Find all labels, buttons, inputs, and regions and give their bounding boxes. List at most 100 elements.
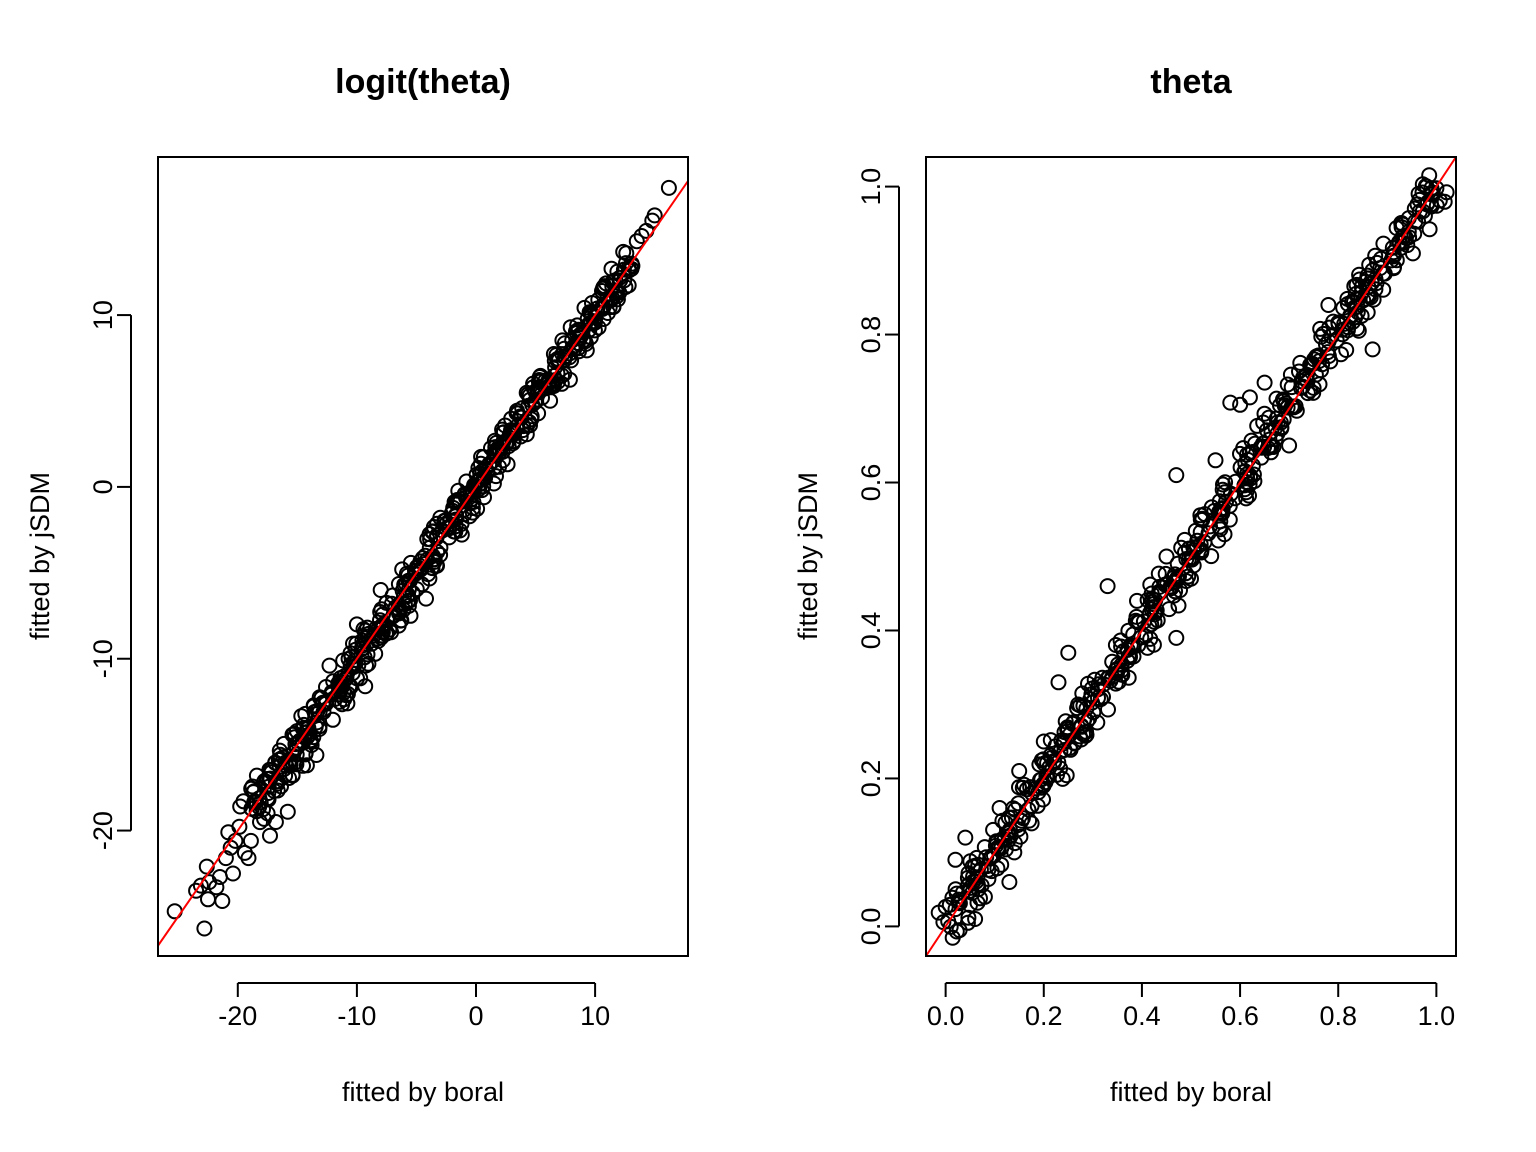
scatter-point bbox=[1241, 389, 1258, 406]
scatter-point bbox=[1035, 733, 1052, 750]
scatter-point bbox=[1170, 597, 1187, 614]
scatter-point bbox=[1207, 452, 1224, 469]
scatter-point bbox=[1350, 290, 1367, 307]
scatter-point bbox=[1011, 763, 1028, 779]
scatter-point bbox=[628, 233, 645, 250]
scatter-point bbox=[1312, 320, 1329, 337]
scatter-point bbox=[948, 885, 965, 902]
scatter-point bbox=[1222, 394, 1239, 411]
plot-title: theta bbox=[1150, 63, 1232, 101]
scatter-point bbox=[1281, 437, 1298, 454]
scatter-point bbox=[200, 891, 216, 908]
scatter-point bbox=[967, 911, 984, 927]
scatter-point bbox=[308, 747, 325, 763]
scatter-point bbox=[348, 616, 365, 633]
x-axis-label: fitted by boral bbox=[342, 1077, 504, 1107]
scatter-point bbox=[1050, 674, 1067, 691]
scatter-point bbox=[419, 551, 436, 568]
scatter-point bbox=[1364, 341, 1381, 358]
scatter-point bbox=[240, 850, 257, 867]
panel-logit-theta: logit(theta) -20 -10 0 10 -20 -10 0 10 fitted b… bbox=[25, 63, 689, 1107]
scatter-point bbox=[394, 561, 411, 578]
scatter-point bbox=[196, 920, 213, 937]
y-axis-label: fitted by jSDM bbox=[25, 472, 55, 640]
scatter-point bbox=[947, 851, 964, 868]
scatter-point bbox=[1291, 363, 1307, 380]
scatter-point bbox=[1214, 500, 1231, 517]
scatter-point bbox=[941, 896, 958, 913]
y-tick-label: 0.0 bbox=[856, 908, 886, 946]
y-tick-label: -10 bbox=[88, 639, 118, 678]
scatter-point bbox=[1060, 644, 1077, 661]
scatter-point bbox=[603, 260, 620, 277]
scatter-point bbox=[269, 782, 286, 799]
scatter-point bbox=[188, 882, 205, 899]
scatter-point bbox=[225, 865, 241, 882]
scatter-point bbox=[957, 829, 974, 846]
scatter-point bbox=[561, 371, 578, 388]
scatter-point bbox=[1057, 713, 1074, 730]
scatter-point bbox=[1124, 637, 1141, 654]
scatter-point bbox=[1338, 342, 1355, 358]
scatter-point bbox=[1168, 467, 1185, 484]
scatter-point bbox=[1145, 636, 1162, 653]
scatter-point bbox=[1070, 696, 1087, 713]
scatter-point bbox=[1129, 592, 1145, 609]
scatter-point bbox=[1192, 511, 1209, 528]
x-tick-label: 0.8 bbox=[1319, 1001, 1357, 1031]
scatter-point bbox=[418, 590, 434, 607]
scatter-point bbox=[1221, 511, 1238, 528]
scatter-point bbox=[373, 619, 390, 636]
scatter-point bbox=[996, 831, 1013, 848]
panel-theta: theta 0.0 0.2 0.4 0.6 0.8 1.0 0.0 0.2 0.4 0.6 0.8 1… bbox=[793, 63, 1457, 1107]
scatter-point bbox=[1396, 228, 1413, 244]
y-tick-label: 0.2 bbox=[856, 760, 886, 798]
scatter-point bbox=[1217, 474, 1234, 491]
scatter-point bbox=[553, 375, 570, 392]
scatter-point bbox=[1421, 167, 1438, 184]
scatter-point bbox=[1141, 605, 1158, 622]
scatter-point bbox=[1279, 376, 1296, 393]
scatter-point bbox=[324, 711, 341, 728]
scatter-point bbox=[1033, 771, 1050, 788]
scatter-point bbox=[259, 805, 276, 822]
scatter-point bbox=[470, 460, 487, 476]
scatter-point bbox=[633, 228, 650, 244]
reference-line bbox=[158, 180, 688, 947]
scatter-point bbox=[624, 257, 641, 274]
y-axis-label: fitted by jSDM bbox=[793, 472, 823, 640]
scatter-point bbox=[358, 657, 374, 674]
scatter-point bbox=[284, 767, 301, 784]
x-axis-label: fitted by boral bbox=[1110, 1077, 1272, 1107]
scatter-point bbox=[542, 392, 559, 409]
scatter-point bbox=[1256, 374, 1273, 391]
scatter-point bbox=[1023, 785, 1040, 802]
scatter-point bbox=[1001, 874, 1018, 890]
scatter-point bbox=[279, 803, 296, 820]
scatter-point bbox=[976, 888, 993, 905]
scatter-point bbox=[983, 863, 1000, 880]
x-tick-label: -20 bbox=[218, 1001, 257, 1031]
x-tick-label: 0.0 bbox=[927, 1001, 965, 1031]
scatter-point bbox=[660, 179, 677, 196]
scatter-point bbox=[1375, 235, 1392, 252]
plot-area: -20 -10 0 10 -20 -10 0 10 bbox=[88, 179, 688, 1031]
scatter-point bbox=[488, 468, 504, 485]
scatter-point bbox=[357, 678, 374, 695]
y-tick-label: 0 bbox=[88, 479, 118, 494]
scatter-point bbox=[518, 426, 535, 443]
scatter-point bbox=[525, 379, 542, 396]
scatter-point bbox=[1384, 248, 1401, 265]
scatter-point bbox=[569, 317, 586, 334]
scatter-point bbox=[1183, 570, 1199, 587]
scatter-point bbox=[1075, 726, 1091, 743]
scatter-point bbox=[499, 456, 516, 473]
scatter-point bbox=[1046, 753, 1062, 769]
scatter-point bbox=[1100, 701, 1116, 718]
scatter-point bbox=[1418, 178, 1435, 195]
x-tick-label: 10 bbox=[580, 1001, 610, 1031]
scatter-point bbox=[1168, 629, 1185, 646]
scatter-point bbox=[321, 657, 338, 674]
scatter-point bbox=[345, 659, 362, 675]
scatter-point bbox=[485, 475, 502, 492]
